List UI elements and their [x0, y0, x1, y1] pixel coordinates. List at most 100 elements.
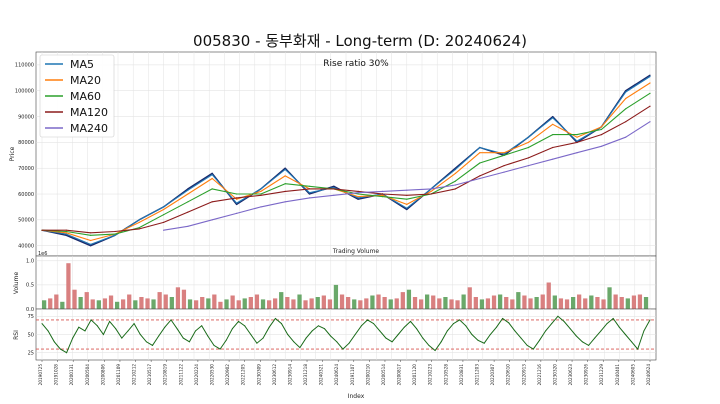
data-point-close — [406, 208, 408, 211]
data-point-ma240 — [381, 190, 384, 192]
rsi-point — [453, 323, 454, 325]
data-point-ma20 — [260, 190, 262, 192]
x-tick-label: 20200210 — [365, 364, 370, 386]
volume-bar — [431, 295, 436, 309]
x-tick-label: 20230612 — [272, 364, 277, 386]
volume-bar — [254, 294, 260, 309]
volume-bar — [394, 298, 399, 309]
rsi-point — [250, 334, 252, 335]
data-point-ma20 — [236, 198, 238, 200]
x-tick-label: 20240401 — [615, 364, 620, 386]
data-point-ma5 — [163, 206, 165, 208]
rsi-point — [324, 328, 325, 330]
rsi-point — [201, 325, 203, 327]
volume-y-label: Volume — [13, 272, 20, 295]
rsi-point — [342, 348, 344, 350]
data-point-ma120 — [454, 188, 456, 190]
data-point-ma120 — [503, 165, 505, 167]
rsi-point — [256, 342, 258, 344]
volume-bar — [60, 301, 65, 309]
data-point-ma5 — [90, 243, 92, 245]
x-tick-label: 20221216 — [537, 364, 542, 386]
data-point-ma5 — [649, 75, 651, 78]
rsi-point — [231, 328, 233, 330]
rsi-point — [133, 323, 135, 325]
data-point-ma240 — [527, 165, 530, 167]
price-y-tick-label: 40000 — [18, 243, 34, 249]
data-point-close — [211, 172, 213, 174]
series-line-ma20 — [41, 82, 651, 242]
rsi-point — [268, 326, 270, 328]
rsi-point — [66, 352, 68, 354]
price-y-ticks: 40000 50000 60000 70000 80000 90000 100000 1100… — [15, 63, 34, 250]
data-point-ma60 — [236, 193, 238, 195]
data-point-ma60 — [503, 154, 505, 156]
volume-bar — [534, 297, 539, 309]
data-point-close — [90, 245, 92, 247]
data-point-ma240 — [430, 188, 432, 190]
rsi-point — [428, 344, 430, 346]
x-axis-label: Index — [348, 393, 365, 400]
data-point-ma240 — [406, 189, 408, 191]
data-point-close — [65, 234, 67, 236]
volume-bar — [133, 300, 138, 309]
legend-box — [39, 54, 115, 138]
volume-bar — [206, 298, 211, 309]
x-tick-label: 20230926 — [584, 364, 589, 386]
volume-bar — [467, 287, 472, 309]
volume-bar — [315, 297, 320, 309]
volume-bar — [479, 299, 485, 309]
data-point-ma120 — [357, 190, 359, 192]
volume-bar — [352, 299, 357, 309]
data-point-ma20 — [211, 177, 213, 180]
rsi-point — [649, 319, 651, 321]
rsi-point — [532, 348, 534, 350]
data-point-ma60 — [479, 162, 481, 164]
volume-bar — [236, 300, 241, 309]
data-point-ma240 — [236, 212, 238, 214]
data-point-ma120 — [430, 193, 432, 195]
x-tick-label: 20191028 — [54, 364, 59, 386]
chart-title: 005830 - 동부화재 - Long-term (D: 20240624) — [193, 32, 527, 50]
data-point-close — [552, 116, 554, 118]
data-point-ma20 — [430, 190, 432, 192]
legend-label-ma5: MA5 — [70, 58, 94, 71]
data-point-ma120 — [552, 146, 554, 149]
rsi-point — [330, 335, 332, 337]
data-point-ma60 — [454, 180, 456, 182]
rsi-point — [526, 344, 528, 346]
data-point-ma240 — [211, 219, 213, 221]
data-point-ma120 — [576, 141, 578, 143]
volume-bar — [558, 298, 564, 309]
data-point-ma5 — [65, 233, 67, 235]
rsi-point — [360, 325, 362, 327]
data-point-ma120 — [187, 211, 189, 213]
legend-label-ma60: MA60 — [70, 90, 101, 103]
data-point-ma120 — [600, 134, 603, 136]
data-point-ma20 — [138, 221, 140, 223]
data-point-ma240 — [163, 229, 165, 231]
price-y-tick-label: 60000 — [18, 192, 34, 198]
rsi-point — [121, 337, 123, 339]
data-point-ma60 — [284, 183, 286, 185]
price-y-label: Price — [9, 146, 16, 161]
rsi-point — [483, 342, 485, 344]
rsi-point — [145, 341, 147, 343]
rsi-point — [520, 337, 522, 339]
data-point-ma5 — [479, 146, 481, 149]
rsi-point — [127, 330, 129, 332]
data-point-ma240 — [308, 197, 311, 199]
volume-bar — [169, 297, 174, 309]
volume-bar — [285, 297, 290, 309]
rsi-point — [594, 337, 596, 339]
data-point-ma5 — [576, 140, 578, 142]
rsi-point — [391, 341, 393, 343]
rsi-point — [195, 330, 196, 332]
rsi-point — [102, 334, 104, 335]
volume-bar — [145, 298, 150, 309]
volume-bar — [406, 289, 412, 309]
data-point-ma240 — [552, 158, 554, 160]
rsi-y-ticks: 25 50 75 — [28, 314, 34, 356]
rsi-line — [41, 315, 651, 354]
volume-bar — [309, 298, 314, 309]
